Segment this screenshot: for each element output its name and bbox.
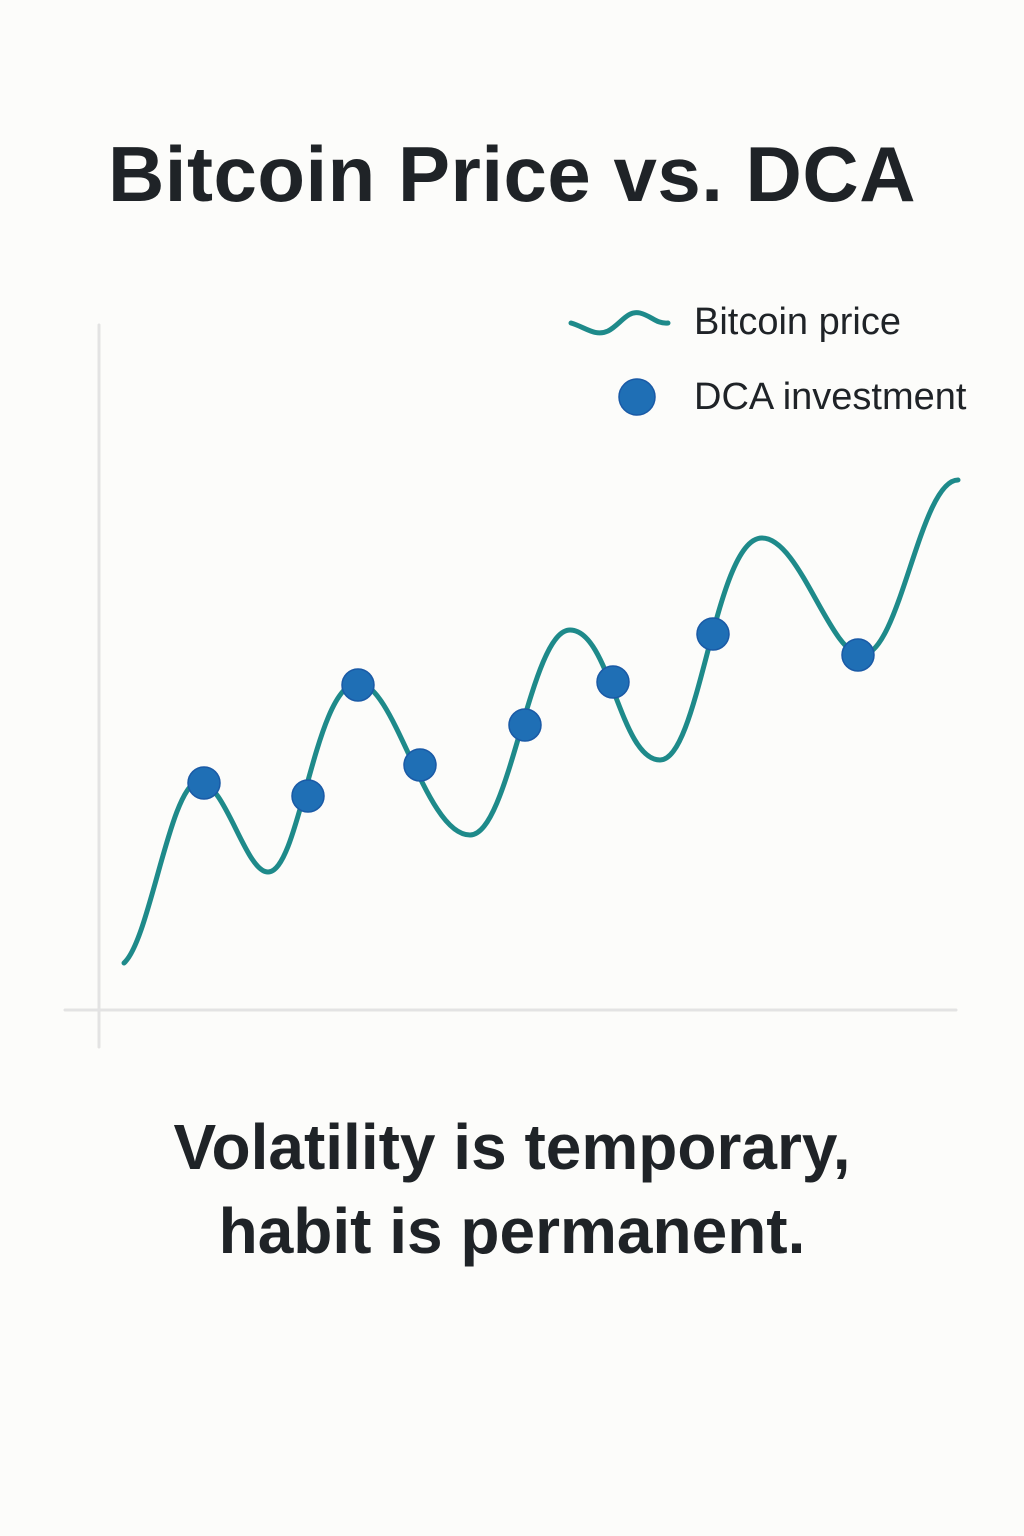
legend-label-dca-investment: DCA investment (694, 376, 967, 418)
dca-point (403, 748, 437, 782)
caption: Volatility is temporary, habit is perman… (0, 1105, 1024, 1273)
dca-point (696, 617, 730, 651)
filled-circle-icon (618, 378, 656, 416)
wave-line-icon (568, 310, 671, 336)
legend-label-bitcoin-price: Bitcoin price (694, 301, 901, 343)
caption-line-2: habit is permanent. (218, 1195, 806, 1267)
dca-point (841, 638, 875, 672)
dca-point (187, 766, 221, 800)
dca-point (341, 668, 375, 702)
dca-point (596, 665, 630, 699)
chart-title: Bitcoin Price vs. DCA (107, 130, 917, 218)
caption-line-1: Volatility is temporary, (173, 1111, 851, 1183)
dca-point (508, 708, 542, 742)
dca-point (291, 779, 325, 813)
dca-points (187, 617, 875, 813)
